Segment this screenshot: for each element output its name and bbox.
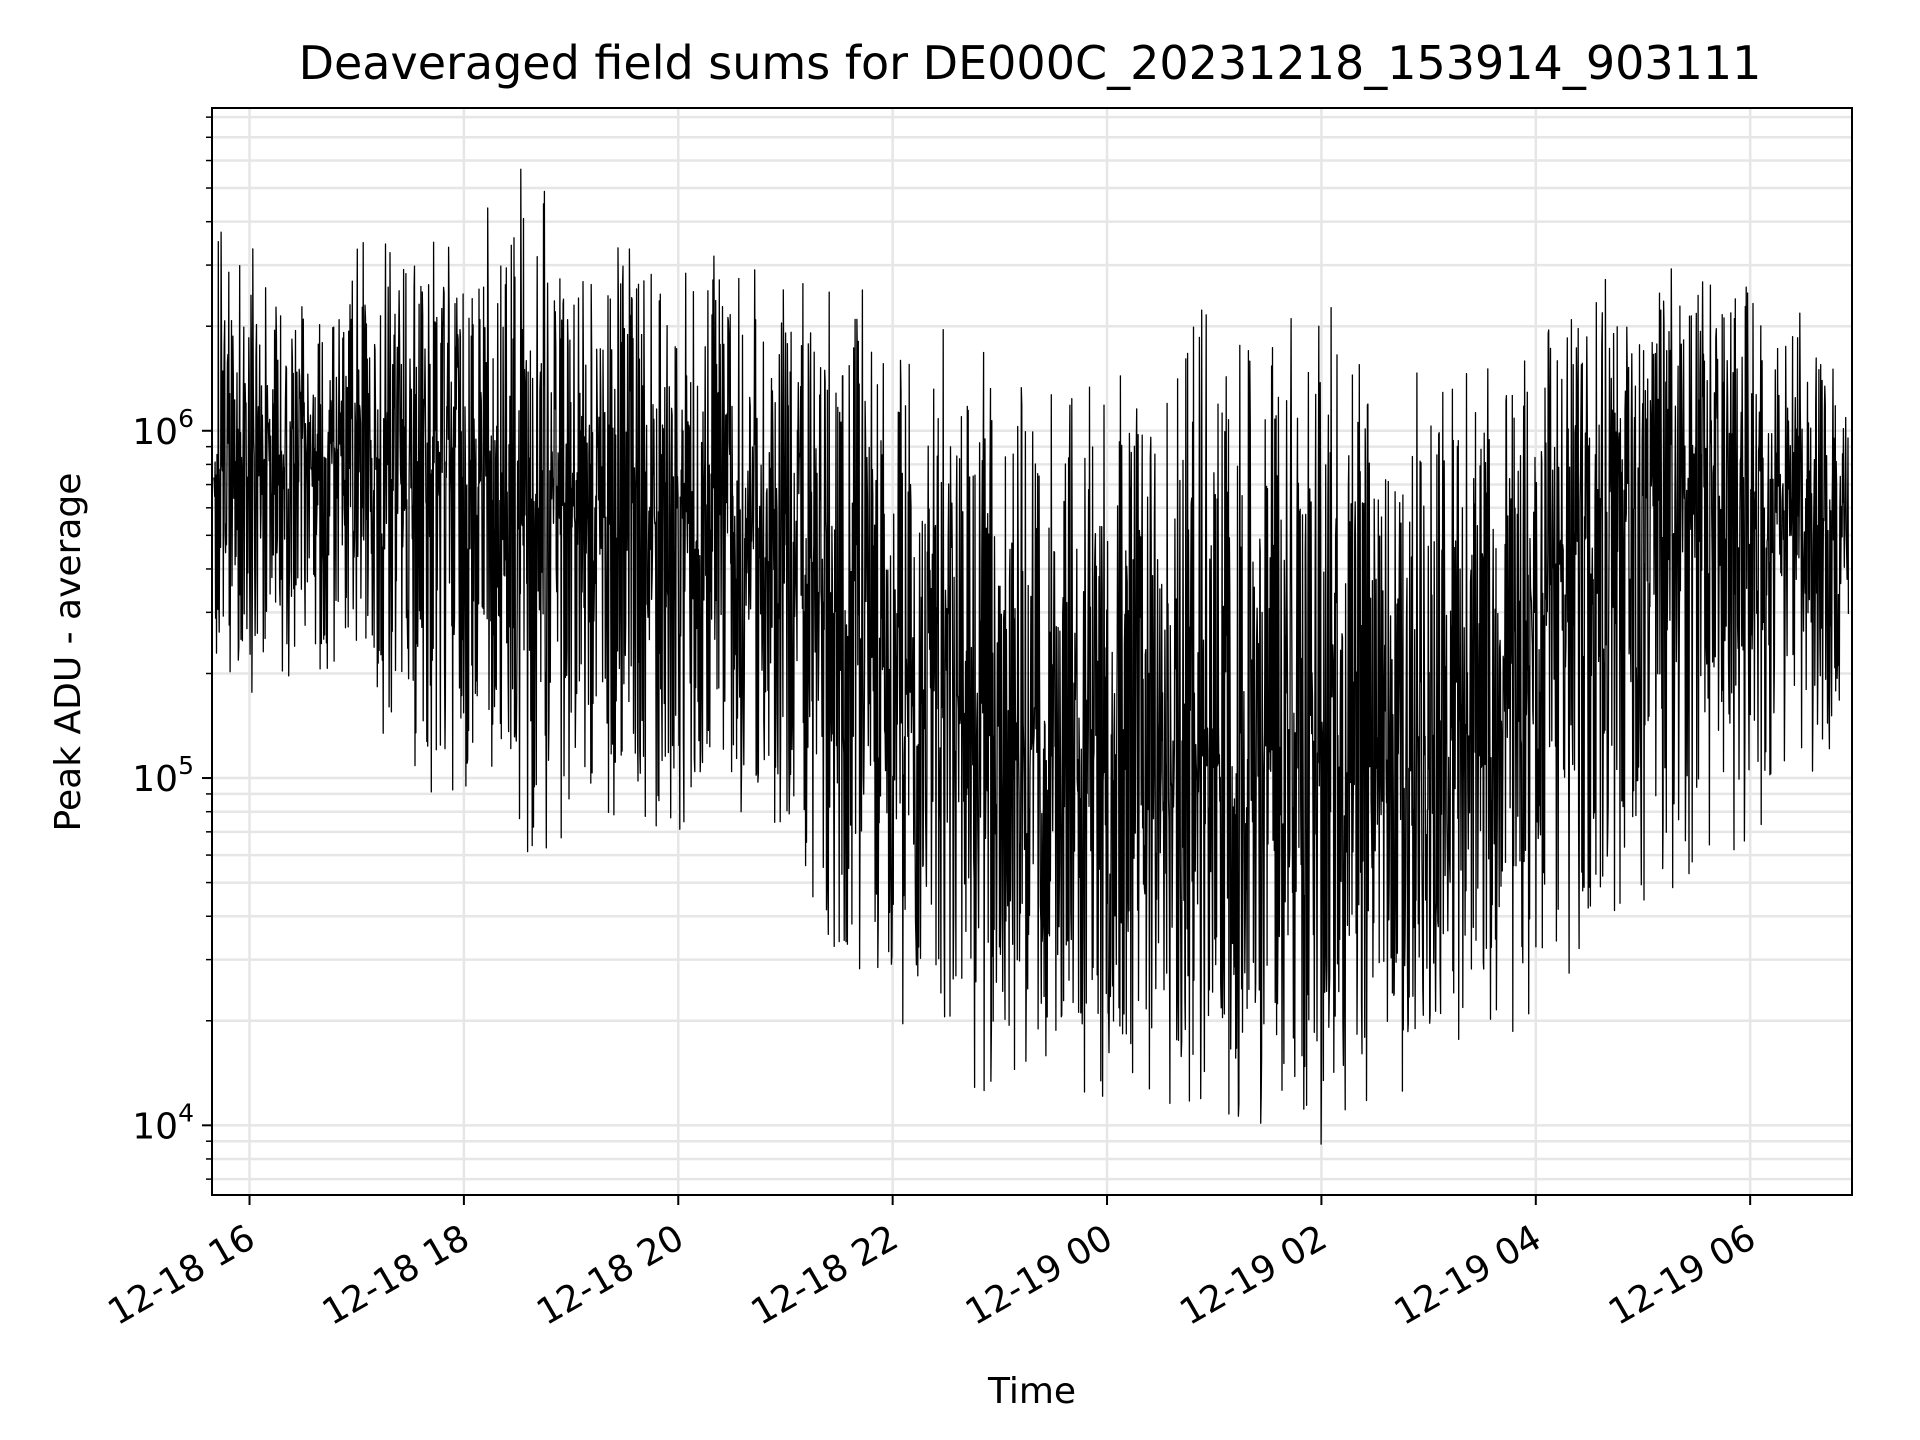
x-tick-label: 12-18 16	[101, 1217, 262, 1333]
x-axis-label: Time	[987, 1371, 1076, 1412]
x-tick-label: 12-18 20	[530, 1217, 691, 1333]
y-tick-label: 105	[132, 751, 194, 800]
x-tick-label: 12-19 02	[1173, 1217, 1334, 1333]
y-axis: 104 105 106	[132, 116, 212, 1180]
x-axis: 12-18 16 12-18 18 12-18 20 12-18 22 12-19 00…	[101, 1195, 1763, 1334]
y-tick-label: 104	[132, 1098, 194, 1147]
x-tick-label: 12-18 22	[744, 1217, 905, 1333]
y-axis-label: Peak ADU - average	[48, 473, 89, 832]
x-tick-label: 12-19 04	[1388, 1217, 1549, 1333]
x-tick-label: 12-19 06	[1602, 1217, 1763, 1333]
x-tick-label: 12-18 18	[316, 1217, 477, 1333]
axes-frame	[211, 107, 1853, 1196]
x-tick-label: 12-19 00	[959, 1217, 1120, 1333]
chart-title: Deaveraged field sums for DE000C_2023121…	[299, 36, 1762, 90]
series-line	[213, 168, 1850, 1145]
y-tick-label: 106	[132, 404, 194, 453]
plot-area	[213, 168, 1850, 1145]
